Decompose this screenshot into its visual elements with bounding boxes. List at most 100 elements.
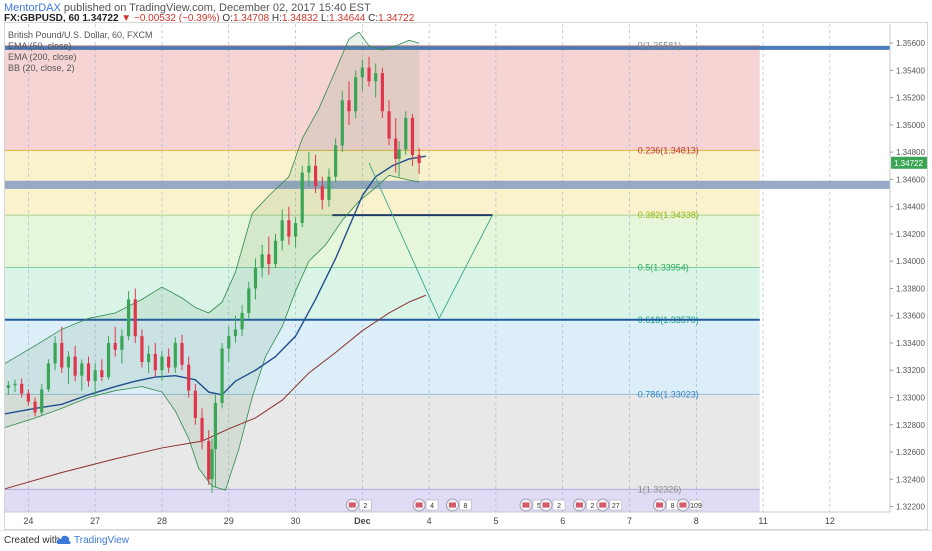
flag-icon-stripes: [522, 502, 530, 508]
candle-body: [327, 176, 331, 200]
candle-body: [6, 385, 10, 388]
candle-body: [46, 363, 51, 390]
candle-body: [267, 254, 271, 264]
price-tick-label: 1.35200: [896, 94, 925, 103]
fib-band: [5, 394, 760, 490]
price-tick-label: 1.33800: [896, 284, 925, 293]
fib-band: [5, 489, 760, 512]
published-text: published on TradingView.com, December 0…: [63, 2, 371, 14]
candle-body: [210, 449, 214, 480]
candle-body: [66, 356, 71, 368]
candle-body: [133, 299, 137, 337]
candle-body: [347, 100, 351, 112]
low-value: 1.34644: [329, 13, 366, 24]
candle-body: [193, 390, 197, 418]
author-link[interactable]: MentorDAX: [4, 2, 61, 14]
fib-label: 0.5(1.33954): [638, 262, 689, 272]
candle-body: [260, 254, 264, 268]
candle-body: [73, 356, 77, 376]
created-with-text: Created with: [4, 535, 61, 546]
ema200-line: [4, 294, 426, 490]
time-tick-label: 8: [694, 516, 699, 526]
candle-body: [93, 370, 97, 382]
projection-path: [368, 162, 493, 320]
candle-body: [60, 342, 64, 368]
time-tick-label: 24: [23, 516, 33, 526]
open-label: O:: [222, 13, 233, 24]
price-tick-label: 1.32800: [896, 421, 925, 430]
candle-body: [213, 402, 217, 450]
close-value: 1.34722: [378, 13, 415, 24]
high-value: 1.34832: [281, 13, 319, 24]
fib-label: 0.786(1.33023): [638, 389, 699, 399]
candle-body: [20, 383, 24, 394]
legend-ema50[interactable]: EMA (50, close): [8, 41, 72, 51]
price-tick-label: 1.33200: [896, 366, 925, 375]
event-count: 109: [690, 503, 702, 510]
candle-body: [410, 118, 415, 155]
candle-body: [187, 364, 191, 391]
candle-body: [280, 220, 284, 241]
fib-label: 1(1.32326): [638, 484, 682, 494]
fib-band: [5, 215, 760, 268]
price-tick-label: 1.33000: [896, 393, 925, 402]
event-count-box: [359, 499, 372, 511]
legend-bb[interactable]: BB (20, close, 2): [8, 63, 75, 73]
time-tick-label: 12: [825, 516, 835, 526]
price-tick-label: 1.34600: [896, 175, 925, 184]
last-price-label: 1.34722: [894, 159, 923, 168]
flag-icon-stripes: [415, 502, 423, 508]
chart-frame[interactable]: [4, 22, 928, 530]
time-tick-label: 6: [560, 516, 565, 526]
price-change: −0.00532 (−0.39%): [133, 13, 220, 24]
candle-body: [40, 389, 44, 413]
candle-body: [380, 73, 384, 112]
time-tick-label: 5: [493, 516, 498, 526]
price-tick-label: 1.35600: [896, 39, 925, 48]
candle-body: [240, 312, 244, 330]
candle-body: [253, 268, 258, 289]
candle-body: [106, 342, 111, 378]
price-tick-label: 1.35000: [896, 121, 925, 130]
event-count: 2: [363, 503, 367, 510]
candle-body: [160, 356, 164, 371]
event-count: 4: [430, 503, 434, 510]
publication-line: MentorDAX published on TradingView.com, …: [4, 2, 371, 14]
candle-body: [334, 145, 338, 177]
candle-body: [293, 223, 298, 237]
candle-body: [307, 165, 311, 173]
bollinger-upper: [4, 31, 420, 364]
flag-icon-stripes: [679, 502, 687, 508]
event-count: 2: [557, 503, 561, 510]
legend-ema200[interactable]: EMA (200, close): [8, 52, 77, 62]
time-tick-label: 29: [224, 516, 234, 526]
event-count: 5: [537, 503, 541, 510]
time-tick-label: 11: [758, 516, 767, 526]
open-value: 1.34708: [232, 13, 270, 24]
candle-body: [113, 342, 117, 350]
candle-body: [313, 165, 318, 187]
candle-body: [120, 336, 124, 350]
candle-body: [354, 77, 358, 112]
candle-body: [273, 240, 278, 264]
quote-line: FX:GBPUSD, 60 1.34722 ▼ −0.00532 (−0.39%…: [4, 13, 414, 24]
time-tick-label: 27: [90, 516, 100, 526]
price-zone: [5, 180, 890, 189]
close-label: C:: [368, 13, 379, 24]
candle-body: [367, 67, 371, 82]
candle-body: [300, 172, 304, 224]
candle-body: [397, 149, 401, 159]
tradingview-link[interactable]: TradingView: [74, 535, 130, 546]
event-count-box: [459, 499, 472, 511]
fib-label: 0(1.35581): [638, 41, 682, 51]
flag-icon-stripes: [449, 502, 457, 508]
low-label: L:: [320, 13, 330, 24]
candle-body: [360, 67, 364, 78]
time-tick-label: 7: [627, 516, 632, 526]
time-tick-label: 30: [291, 516, 301, 526]
candle-body: [247, 288, 251, 313]
price-zone: [5, 45, 890, 50]
candle-body: [287, 220, 291, 237]
price-tick-label: 1.33600: [896, 312, 925, 321]
